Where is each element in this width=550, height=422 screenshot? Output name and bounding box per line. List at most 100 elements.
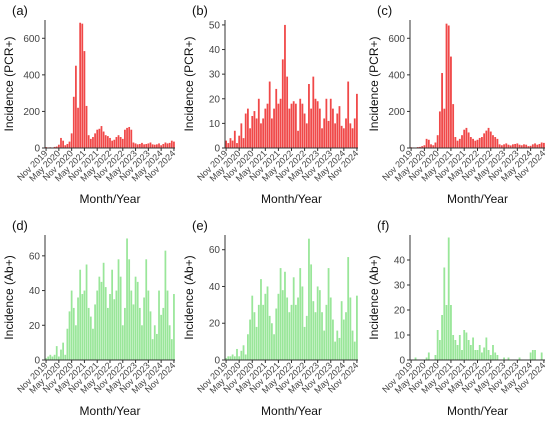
bar xyxy=(134,276,137,360)
bar xyxy=(98,276,101,360)
bar xyxy=(498,144,501,148)
x-axis-title: Month/Year xyxy=(261,192,322,206)
panel-label: (a) xyxy=(12,3,28,18)
bar xyxy=(49,354,52,360)
bar xyxy=(540,352,543,360)
bar xyxy=(170,339,173,360)
bar xyxy=(51,356,54,360)
bar xyxy=(347,81,350,148)
bar xyxy=(92,328,94,360)
y-tick-label: 0 xyxy=(399,356,405,367)
bar xyxy=(225,358,227,360)
bar xyxy=(138,307,141,360)
bar xyxy=(109,137,111,148)
bar xyxy=(66,143,69,148)
bar xyxy=(236,348,238,360)
bar xyxy=(279,98,282,148)
bar xyxy=(314,312,317,360)
bar xyxy=(236,143,238,148)
bar xyxy=(305,315,308,360)
bar xyxy=(255,118,258,148)
bar xyxy=(233,356,236,360)
bar xyxy=(303,326,306,360)
bar xyxy=(321,312,323,360)
bar xyxy=(83,51,86,149)
bar xyxy=(75,65,77,148)
bar xyxy=(500,145,503,148)
bar xyxy=(536,144,539,148)
bar xyxy=(72,307,75,360)
bar xyxy=(143,297,145,360)
bar xyxy=(301,103,304,148)
bar xyxy=(290,103,293,148)
bar xyxy=(329,297,332,360)
bar xyxy=(130,129,133,148)
bar xyxy=(494,352,497,360)
bar xyxy=(168,325,171,360)
bar xyxy=(325,304,328,360)
bar xyxy=(472,138,474,148)
y-axis-title: Incidence (PCR+) xyxy=(182,36,196,131)
bar xyxy=(447,25,450,149)
bar xyxy=(260,279,262,360)
bar xyxy=(452,335,455,360)
bar xyxy=(430,144,432,148)
bar xyxy=(227,356,230,360)
bar xyxy=(96,129,99,148)
x-axis-title: Month/Year xyxy=(447,192,508,206)
y-tick-label: 0 xyxy=(214,144,220,155)
bar xyxy=(297,297,299,360)
bar xyxy=(266,103,269,148)
y-tick-label: 30 xyxy=(394,281,406,292)
bar xyxy=(117,135,120,148)
y-tick-label: 30 xyxy=(209,70,221,81)
bar xyxy=(518,144,521,148)
bar xyxy=(273,108,275,148)
bar xyxy=(505,143,508,148)
bar xyxy=(286,76,289,148)
bar xyxy=(441,315,443,360)
bar xyxy=(113,299,116,360)
bar xyxy=(414,357,417,360)
bar xyxy=(160,314,163,360)
bar xyxy=(119,276,122,360)
bar xyxy=(485,337,488,360)
y-tick-label: 400 xyxy=(388,70,405,81)
bar xyxy=(534,350,536,360)
bar xyxy=(456,345,459,360)
bar xyxy=(496,138,499,148)
bar xyxy=(111,140,114,148)
bar xyxy=(349,123,352,148)
bar xyxy=(240,123,243,148)
bar xyxy=(64,354,67,360)
bar xyxy=(111,269,114,360)
bar xyxy=(145,259,148,360)
x-axis-title: Month/Year xyxy=(80,404,141,418)
bar xyxy=(257,98,260,148)
y-tick-label: 20 xyxy=(209,94,221,105)
bar xyxy=(53,354,56,360)
bar xyxy=(503,357,505,360)
bar xyxy=(342,319,345,360)
bar xyxy=(481,352,483,360)
bar xyxy=(158,290,160,360)
bar xyxy=(485,130,488,148)
bar xyxy=(62,140,64,148)
bar xyxy=(85,264,88,360)
bar xyxy=(268,315,271,360)
bar xyxy=(423,145,426,148)
bar xyxy=(104,287,107,360)
bar xyxy=(107,136,109,148)
bar xyxy=(334,341,336,360)
bar xyxy=(312,76,315,148)
bar xyxy=(244,113,247,148)
bar xyxy=(251,295,254,360)
y-tick-label: 20 xyxy=(394,306,406,317)
y-tick-label: 20 xyxy=(209,319,221,330)
y-tick-label: 60 xyxy=(209,245,221,256)
bar xyxy=(170,140,173,148)
bar xyxy=(92,137,94,148)
bar xyxy=(487,350,490,360)
bar xyxy=(478,137,481,148)
bar xyxy=(98,128,101,148)
